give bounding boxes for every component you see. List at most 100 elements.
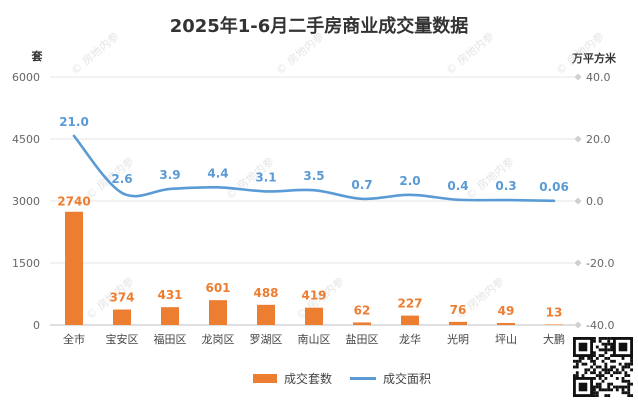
right-tick-marker xyxy=(574,135,582,143)
right-tick-label: -20.0 xyxy=(586,257,614,270)
qr-module xyxy=(621,388,625,392)
bar-大鹏 xyxy=(545,324,563,325)
qr-module xyxy=(604,337,608,340)
qr-module xyxy=(595,357,599,360)
qr-module xyxy=(601,348,605,352)
line-value-label: 0.4 xyxy=(447,179,468,193)
qr-module xyxy=(615,377,619,380)
qr-module xyxy=(593,339,596,343)
qr-module xyxy=(615,385,619,389)
right-axis-ticks: -40.0 -20.0 0.0 20.0 40.0 xyxy=(574,71,614,332)
category-label: 南山区 xyxy=(298,333,331,346)
qr-module xyxy=(598,371,602,375)
bar-龙华 xyxy=(401,315,419,325)
qr-module xyxy=(610,368,613,372)
qr-module xyxy=(627,374,631,377)
qr-module xyxy=(575,371,579,375)
category-label: 宝安区 xyxy=(106,332,139,346)
category-label: 坪山 xyxy=(495,333,517,346)
qr-module xyxy=(598,385,602,389)
qr-module xyxy=(590,365,593,369)
qr-module xyxy=(604,345,608,349)
bar-南山区 xyxy=(305,307,323,325)
qr-module xyxy=(610,359,613,363)
qr-module xyxy=(610,345,613,349)
line-labels: 21.0 2.6 3.9 4.4 3.1 3.5 0.7 2.0 0.4 0.3 0.06 xyxy=(59,115,569,194)
qr-module xyxy=(584,371,588,375)
right-tick-marker xyxy=(574,197,582,205)
qr-module xyxy=(607,348,611,352)
qr-module xyxy=(598,382,602,386)
qr-module xyxy=(587,357,591,360)
qr-module xyxy=(575,365,579,369)
qr-module xyxy=(618,371,622,375)
qr-module xyxy=(607,342,611,346)
line-value-label: 0.7 xyxy=(351,178,372,192)
line-成交面积 xyxy=(72,134,556,203)
qr-module xyxy=(618,362,622,366)
qr-module xyxy=(601,354,605,357)
qr-module xyxy=(598,374,602,377)
qr-module xyxy=(590,371,593,375)
left-tick-label: 6000 xyxy=(12,71,40,84)
right-axis-unit: 万平方米 xyxy=(571,51,617,65)
qr-module xyxy=(621,379,625,383)
qr-module xyxy=(621,385,625,389)
bar-宝安区 xyxy=(113,309,131,325)
qr-module xyxy=(590,359,593,363)
qr-module xyxy=(593,385,596,389)
category-label: 光明 xyxy=(447,332,469,346)
qr-module xyxy=(615,388,619,392)
qr-module xyxy=(593,354,596,357)
qr-module xyxy=(593,368,596,372)
qr-module xyxy=(618,385,622,389)
qr-module xyxy=(627,362,631,366)
qr-module xyxy=(604,388,608,392)
qr-module xyxy=(627,391,631,395)
qr-module xyxy=(621,357,625,360)
bar-value-label: 49 xyxy=(498,304,515,318)
qr-module xyxy=(624,374,628,377)
qr-module xyxy=(573,374,576,377)
category-label: 龙华 xyxy=(399,332,421,346)
qr-module xyxy=(587,368,591,372)
bar-value-label: 2740 xyxy=(57,195,90,209)
qr-module xyxy=(630,368,633,372)
qr-module xyxy=(593,359,596,363)
legend-label-line: 成交面积 xyxy=(383,371,431,386)
qr-module xyxy=(604,348,608,352)
qr-module xyxy=(610,348,613,352)
qr-module xyxy=(593,388,596,392)
qr-module xyxy=(575,359,579,363)
qr-module xyxy=(630,382,633,386)
right-tick-label: -40.0 xyxy=(586,319,614,332)
qr-module xyxy=(621,377,625,380)
qr-module xyxy=(595,394,599,397)
qr-module xyxy=(581,362,585,366)
bar-坪山 xyxy=(497,322,515,325)
qr-module xyxy=(627,394,631,397)
category-label: 福田区 xyxy=(154,332,187,346)
qr-module xyxy=(581,357,585,360)
qr-module xyxy=(630,362,633,366)
qr-module xyxy=(610,337,613,340)
qr-module xyxy=(624,371,628,375)
line-value-label: 0.3 xyxy=(495,179,516,193)
qr-module xyxy=(601,337,605,340)
chart-title: 2025年1-6月二手房商业成交量数据 xyxy=(170,15,469,37)
qr-module xyxy=(601,359,605,363)
bar-value-label: 13 xyxy=(546,305,563,319)
right-tick-marker xyxy=(574,73,582,81)
qr-module xyxy=(601,342,605,346)
line-value-label: 2.6 xyxy=(111,172,132,186)
qr-module xyxy=(610,388,613,392)
qr-module xyxy=(578,357,582,360)
left-axis-ticks: 0 1500 3000 4500 6000 xyxy=(12,71,40,332)
category-label: 全市 xyxy=(63,332,85,346)
left-tick-label: 3000 xyxy=(12,195,40,208)
qr-module xyxy=(610,354,613,357)
line-series xyxy=(72,134,556,203)
qr-module xyxy=(593,351,596,355)
qr-module xyxy=(627,379,631,383)
line-value-label: 3.1 xyxy=(255,170,276,184)
